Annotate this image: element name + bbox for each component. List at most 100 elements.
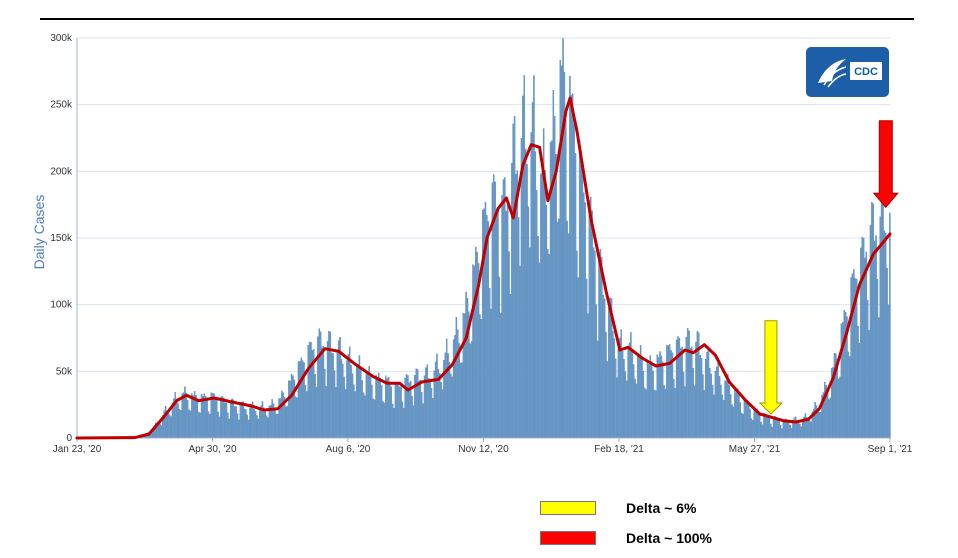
daily-case-bar [530,132,532,439]
daily-case-bar [512,123,514,439]
daily-case-bar [300,357,303,439]
daily-case-bar [459,362,462,439]
daily-case-bar [709,367,711,439]
daily-case-bar [440,382,442,439]
daily-case-bar [344,389,347,439]
daily-case-bar [422,403,424,439]
daily-case-bar [621,351,624,439]
daily-case-bar [749,408,751,439]
daily-case-bar [285,406,287,439]
daily-case-bar [335,386,337,439]
daily-case-bar [772,416,775,439]
daily-case-bar [235,406,237,439]
daily-case-bar [383,402,386,439]
daily-case-bar [204,396,207,439]
legend-swatch-red [540,531,596,545]
daily-case-bar [289,380,291,439]
daily-case-bar [857,325,859,439]
daily-case-bar [707,348,710,439]
daily-case-bar [681,346,683,439]
daily-case-bar [765,414,768,439]
red-arrow-icon [872,120,899,209]
daily-case-bar [727,374,729,439]
daily-case-bar [258,407,261,439]
daily-case-bar [652,370,654,439]
daily-case-bar [603,298,606,439]
daily-case-bar [885,232,887,439]
daily-case-bar [220,396,222,439]
daily-case-bar [735,392,737,439]
daily-case-bar [508,251,510,439]
daily-case-bar [674,388,676,439]
daily-case-bar [750,418,753,439]
daily-case-bar [506,199,509,439]
daily-case-bar [606,361,609,439]
daily-case-bar [222,397,225,439]
daily-case-bar [229,401,232,439]
daily-case-bar [234,406,236,439]
cdc-logo: CDC [806,47,889,97]
daily-case-bar [725,380,728,439]
daily-case-bar [461,362,463,439]
y-tick-label: 300k [50,33,73,44]
daily-case-bar [276,413,279,439]
daily-case-bar [447,353,449,439]
daily-case-bar [865,251,868,439]
daily-case-bar [810,421,812,439]
daily-case-bar [537,236,539,439]
daily-case-bar [401,401,404,439]
daily-case-bar [872,203,875,439]
daily-case-bar [188,409,190,439]
daily-case-bar [818,412,820,439]
daily-case-bar [296,397,298,439]
daily-case-bar [614,358,617,439]
daily-case-bar [221,396,224,439]
daily-case-bar [817,408,819,439]
daily-case-bar [745,402,747,439]
daily-case-bar [639,345,642,439]
top-rule [40,18,914,20]
daily-case-bar [405,374,408,439]
daily-case-bar [689,348,692,439]
legend-swatch-yellow [540,501,596,515]
daily-case-bar [497,210,499,439]
daily-case-bar [369,374,372,439]
daily-case-bar [635,383,638,439]
daily-case-bar [734,390,736,439]
daily-case-bar [189,410,192,439]
daily-case-bar [843,310,845,439]
daily-case-bar [206,399,208,439]
daily-case-bar [695,342,697,439]
daily-case-bar [752,419,754,439]
daily-case-bar [170,416,172,439]
daily-case-bar [365,372,368,439]
x-tick-label: Nov 12, '20 [458,444,509,455]
daily-case-bar [713,394,715,439]
daily-case-bar [526,164,528,439]
daily-case-bar [757,411,760,439]
daily-case-bar [729,394,732,439]
daily-case-bar [680,348,682,439]
daily-case-bar [592,247,595,439]
legend-item: Delta ~ 6% [540,497,712,519]
daily-case-bar [808,420,811,439]
daily-case-bar [574,153,577,439]
daily-case-bar [238,419,240,439]
daily-case-bar [880,187,883,439]
daily-case-bar [860,247,862,439]
daily-case-bar [400,386,402,439]
daily-case-bar [324,368,326,439]
daily-case-bar [522,95,524,439]
daily-case-bar [598,258,600,439]
daily-case-bar [693,385,696,439]
daily-case-bar [558,218,560,439]
daily-case-bar [789,424,791,439]
daily-case-bar [682,371,685,439]
daily-case-bar [829,397,832,439]
daily-case-bar [544,170,546,439]
daily-case-bar [371,384,373,439]
daily-case-bar [567,233,570,439]
legend-label: Delta ~ 100% [626,530,712,546]
daily-case-bar [502,179,505,439]
daily-case-bar [243,408,246,439]
